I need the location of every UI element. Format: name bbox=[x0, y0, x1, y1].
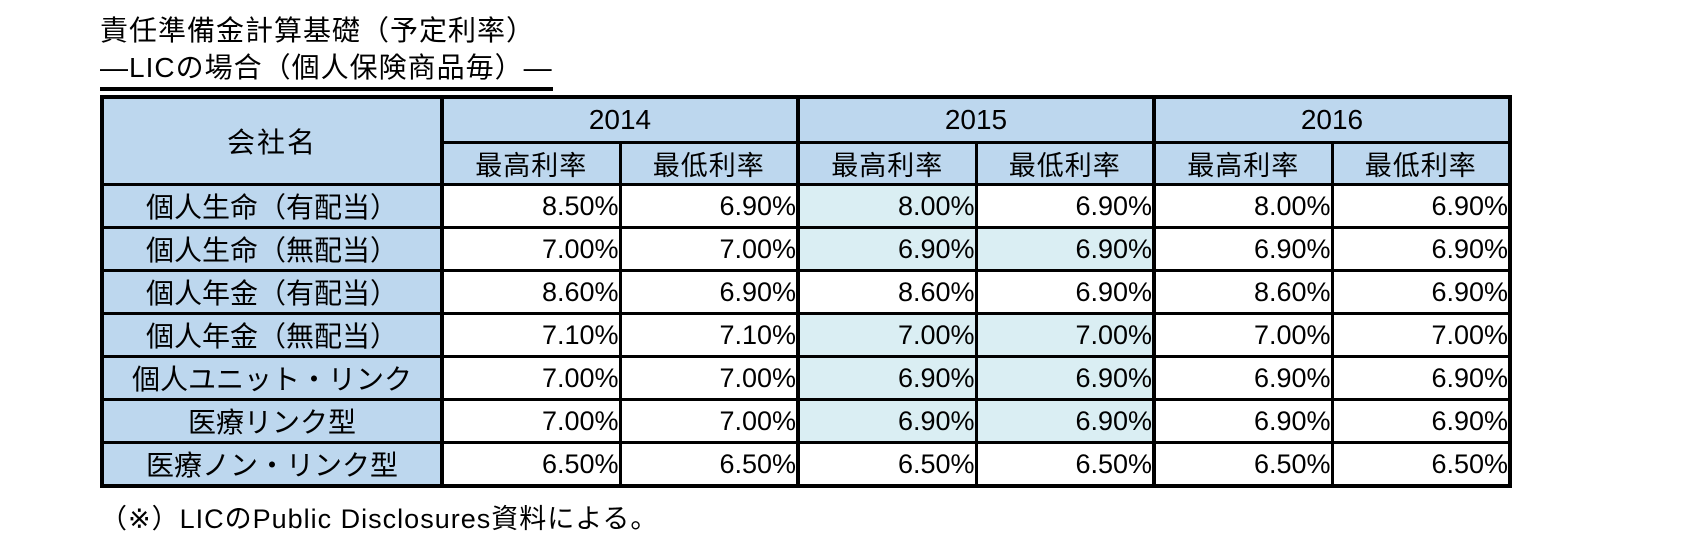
rate-cell-2016-max: 6.50% bbox=[1152, 441, 1334, 488]
rate-cell-2014-min: 6.90% bbox=[619, 269, 800, 315]
product-label: 医療リンク型 bbox=[100, 398, 444, 444]
rate-cell-2016-max: 7.00% bbox=[1152, 312, 1334, 358]
table-row: 個人ユニット・リンク 7.00% 7.00% 6.90% 6.90% 6.90%… bbox=[100, 355, 1512, 401]
table-row: 医療リンク型 7.00% 7.00% 6.90% 6.90% 6.90% 6.9… bbox=[100, 398, 1512, 444]
rate-cell-2014-min: 7.10% bbox=[619, 312, 800, 358]
figure-title: 責任準備金計算基礎（予定利率） bbox=[100, 15, 536, 46]
subheader-2014-min: 最低利率 bbox=[619, 141, 800, 186]
product-label: 医療ノン・リンク型 bbox=[100, 441, 444, 488]
rate-cell-2016-min: 6.90% bbox=[1331, 269, 1512, 315]
rate-cell-2016-max: 6.90% bbox=[1152, 226, 1334, 272]
rates-table: 会社名 2014 2015 2016 最高利率 最低利率 最高利率 最低利率 最… bbox=[100, 95, 1512, 488]
rate-cell-2015-max: 6.50% bbox=[796, 441, 978, 488]
subheader-2015-min: 最低利率 bbox=[975, 141, 1156, 186]
source-footnote: （※）LICのPublic Disclosures資料による。 bbox=[100, 504, 659, 534]
rate-cell-2015-max: 8.60% bbox=[796, 269, 978, 315]
table-row: 個人生命（有配当） 8.50% 6.90% 8.00% 6.90% 8.00% … bbox=[100, 183, 1512, 229]
rate-cell-2015-min: 6.90% bbox=[975, 355, 1156, 401]
rate-cell-2014-min: 6.50% bbox=[619, 441, 800, 488]
rate-cell-2015-max: 8.00% bbox=[796, 183, 978, 229]
rate-cell-2016-max: 6.90% bbox=[1152, 355, 1334, 401]
rate-cell-2015-min: 6.90% bbox=[975, 183, 1156, 229]
rate-cell-2014-max: 8.60% bbox=[440, 269, 622, 315]
year-header-2014: 2014 bbox=[440, 95, 800, 144]
rate-cell-2014-min: 7.00% bbox=[619, 226, 800, 272]
product-label: 個人年金（無配当） bbox=[100, 312, 444, 358]
rate-cell-2015-min: 7.00% bbox=[975, 312, 1156, 358]
table-row: 個人年金（有配当） 8.60% 6.90% 8.60% 6.90% 8.60% … bbox=[100, 269, 1512, 315]
rate-cell-2016-min: 6.90% bbox=[1331, 398, 1512, 444]
year-header-row: 会社名 2014 2015 2016 bbox=[100, 95, 1512, 186]
rate-cell-2015-min: 6.90% bbox=[975, 269, 1156, 315]
rate-cell-2016-min: 6.90% bbox=[1331, 183, 1512, 229]
rate-cell-2014-max: 6.50% bbox=[440, 441, 622, 488]
company-name-header: 会社名 bbox=[100, 95, 444, 186]
year-header-2016: 2016 bbox=[1152, 95, 1512, 144]
subheader-2014-max: 最高利率 bbox=[440, 141, 622, 186]
year-header-2015: 2015 bbox=[796, 95, 1156, 144]
subheader-2016-max: 最高利率 bbox=[1152, 141, 1334, 186]
rate-cell-2015-max: 6.90% bbox=[796, 355, 978, 401]
rate-cell-2015-max: 7.00% bbox=[796, 312, 978, 358]
rate-cell-2014-max: 7.00% bbox=[440, 398, 622, 444]
rate-cell-2016-min: 7.00% bbox=[1331, 312, 1512, 358]
rate-cell-2016-max: 6.90% bbox=[1152, 398, 1334, 444]
rate-cell-2014-max: 7.10% bbox=[440, 312, 622, 358]
figure-subtitle: ―LICの場合（個人保険商品毎）― bbox=[100, 50, 553, 91]
rate-cell-2015-min: 6.50% bbox=[975, 441, 1156, 488]
rate-cell-2014-min: 7.00% bbox=[619, 398, 800, 444]
rate-cell-2015-min: 6.90% bbox=[975, 398, 1156, 444]
figure-content: 責任準備金計算基礎（予定利率） ―LICの場合（個人保険商品毎）― 会社名 20… bbox=[100, 12, 1512, 536]
rate-cell-2014-max: 8.50% bbox=[440, 183, 622, 229]
rate-cell-2016-max: 8.60% bbox=[1152, 269, 1334, 315]
table-row: 個人年金（無配当） 7.10% 7.10% 7.00% 7.00% 7.00% … bbox=[100, 312, 1512, 358]
rate-cell-2016-min: 6.50% bbox=[1331, 441, 1512, 488]
rate-cell-2014-max: 7.00% bbox=[440, 355, 622, 401]
subheader-row: 最高利率 最低利率 最高利率 最低利率 最高利率 最低利率 bbox=[102, 141, 1512, 186]
product-label: 個人年金（有配当） bbox=[100, 269, 444, 315]
rate-cell-2014-min: 6.90% bbox=[619, 183, 800, 229]
table-row: 医療ノン・リンク型 6.50% 6.50% 6.50% 6.50% 6.50% … bbox=[100, 441, 1512, 488]
product-label: 個人ユニット・リンク bbox=[100, 355, 444, 401]
rate-cell-2014-max: 7.00% bbox=[440, 226, 622, 272]
product-label: 個人生命（有配当） bbox=[100, 183, 444, 229]
rate-cell-2016-min: 6.90% bbox=[1331, 355, 1512, 401]
rate-cell-2014-min: 7.00% bbox=[619, 355, 800, 401]
subheader-2016-min: 最低利率 bbox=[1331, 141, 1512, 186]
rate-cell-2015-min: 6.90% bbox=[975, 226, 1156, 272]
rate-cell-2015-max: 6.90% bbox=[796, 398, 978, 444]
rate-cell-2015-max: 6.90% bbox=[796, 226, 978, 272]
rate-cell-2016-min: 6.90% bbox=[1331, 226, 1512, 272]
product-label: 個人生命（無配当） bbox=[100, 226, 444, 272]
table-row: 個人生命（無配当） 7.00% 7.00% 6.90% 6.90% 6.90% … bbox=[100, 226, 1512, 272]
subheader-2015-max: 最高利率 bbox=[796, 141, 978, 186]
rate-cell-2016-max: 8.00% bbox=[1152, 183, 1334, 229]
